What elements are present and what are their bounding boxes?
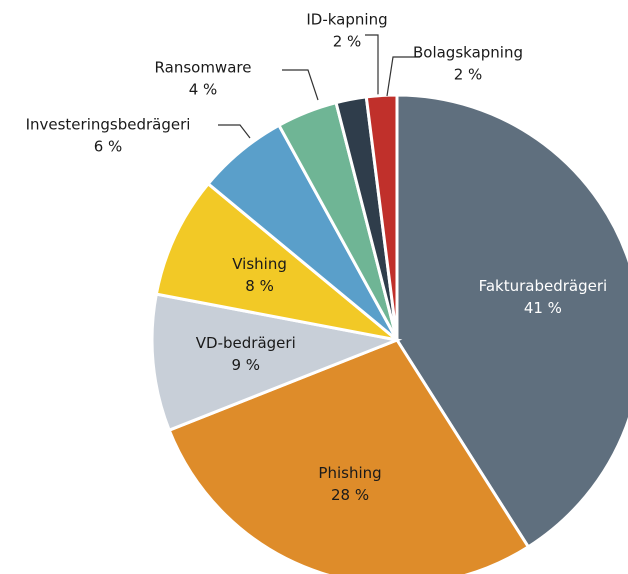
slice-label: VD-bedrägeri: [196, 334, 296, 352]
leader-line: [365, 34, 379, 95]
slice-value: 6 %: [94, 138, 123, 156]
slice-label: Fakturabedrägeri: [479, 277, 608, 295]
pie-slice: [154, 181, 398, 342]
pie-slice: [150, 292, 403, 433]
slice-label: ID-kapning: [306, 11, 387, 29]
leader-line: [218, 124, 251, 139]
slice-value: 2 %: [333, 33, 362, 51]
slice-value: 41 %: [524, 299, 562, 317]
slice-value: 8 %: [245, 277, 274, 295]
slice-label: Ransomware: [155, 59, 252, 77]
leader-line: [386, 56, 420, 97]
leader-line: [282, 69, 319, 101]
pie-slice: [364, 93, 399, 341]
pie-slice: [395, 93, 628, 549]
slice-value: 9 %: [231, 356, 260, 374]
slice-label: Bolagskapning: [413, 44, 523, 62]
slice-label: Investeringsbedrägeri: [26, 116, 191, 134]
slice-value: 28 %: [331, 486, 369, 504]
slice-label: Vishing: [232, 255, 287, 273]
pie-slice: [167, 338, 531, 574]
slice-value: 2 %: [454, 66, 483, 84]
slice-label: Phishing: [318, 464, 381, 482]
slice-value: 4 %: [189, 81, 218, 99]
